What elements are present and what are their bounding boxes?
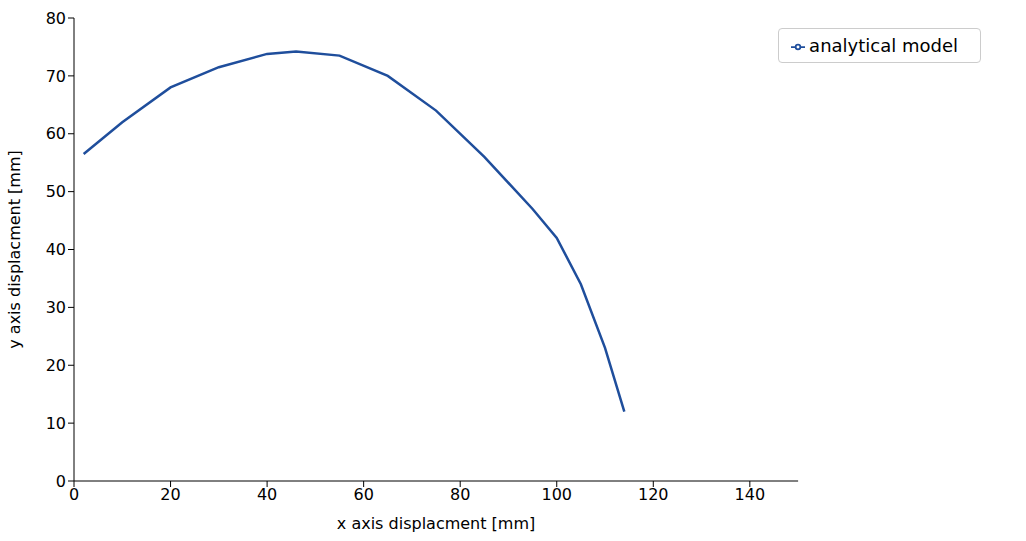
svg-text:120: 120 xyxy=(638,485,669,504)
html-text:analytical model: analytical model xyxy=(809,35,958,56)
svg-text:20: 20 xyxy=(46,356,66,375)
svg-text:70: 70 xyxy=(46,67,66,86)
svg-text:y axis displacment [mm]: y axis displacment [mm] xyxy=(5,150,24,348)
svg-text:140: 140 xyxy=(735,485,766,504)
svg-text:40: 40 xyxy=(257,485,277,504)
svg-text:x axis displacment [mm]: x axis displacment [mm] xyxy=(337,514,535,533)
svg-text:80: 80 xyxy=(46,9,66,28)
svg-text:80: 80 xyxy=(450,485,470,504)
svg-text:0: 0 xyxy=(56,472,66,491)
svg-text:40: 40 xyxy=(46,240,66,259)
svg-text:20: 20 xyxy=(160,485,180,504)
svg-text:30: 30 xyxy=(46,298,66,317)
svg-text:10: 10 xyxy=(46,414,66,433)
svg-text:60: 60 xyxy=(46,124,66,143)
svg-text:50: 50 xyxy=(46,182,66,201)
svg-text:60: 60 xyxy=(353,485,373,504)
svg-text:0: 0 xyxy=(69,485,79,504)
svg-text:100: 100 xyxy=(541,485,572,504)
